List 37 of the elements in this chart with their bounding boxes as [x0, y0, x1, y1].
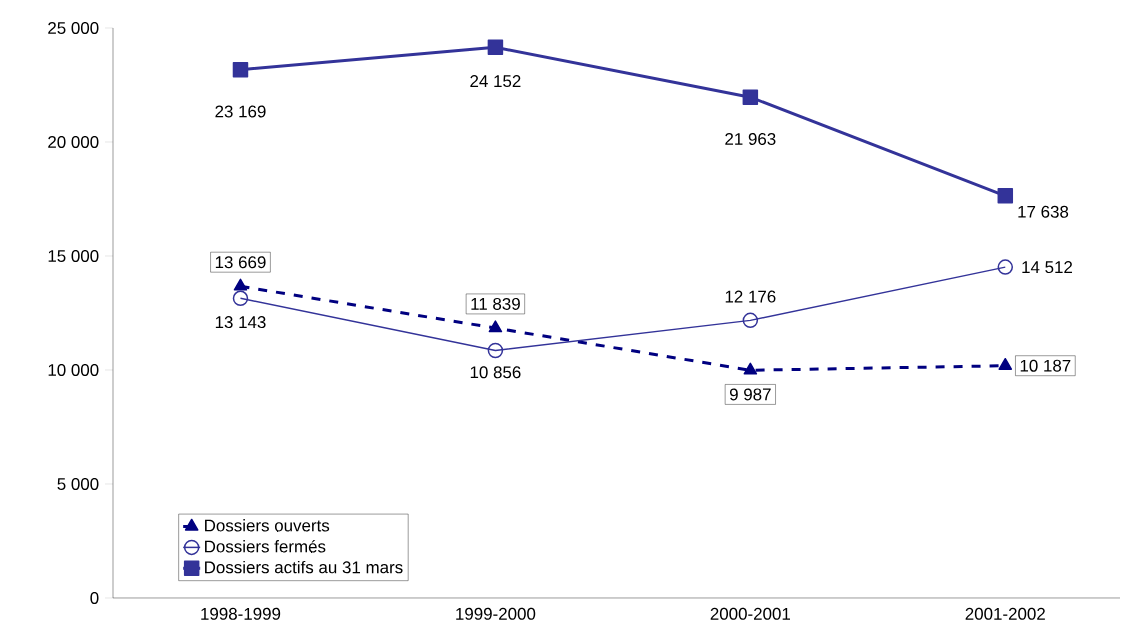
- y-tick-label: 15 000: [48, 249, 99, 262]
- legend-label: Dossiers ouverts: [205, 519, 330, 532]
- data-label: 17 638: [1018, 205, 1069, 218]
- data-label: 23 169: [215, 105, 266, 118]
- data-label: 24 152: [470, 75, 521, 88]
- x-tick-label: 1999-2000: [456, 607, 536, 620]
- point: [742, 312, 759, 329]
- point: [233, 278, 248, 291]
- data-label: 14 512: [1022, 261, 1073, 274]
- data-label: 9 987: [729, 388, 771, 401]
- legend-label: Dossiers actifs au 31 mars: [205, 560, 403, 574]
- data-label: 13 669: [215, 256, 266, 269]
- point: [232, 61, 249, 78]
- point: [743, 362, 758, 375]
- point: [487, 342, 504, 359]
- point: [997, 188, 1014, 204]
- y-tick-label: 10 000: [48, 363, 99, 376]
- y-tick-label: 25 000: [48, 21, 99, 34]
- point: [232, 290, 249, 307]
- point: [487, 39, 504, 56]
- y-tick-label: 20 000: [48, 135, 99, 148]
- y-tick-label: 5 000: [57, 477, 99, 490]
- point: [742, 89, 759, 105]
- data-label: 13 143: [215, 316, 266, 329]
- data-label: 21 963: [725, 132, 776, 145]
- x-tick-label: 2000-2001: [710, 607, 790, 620]
- point: [488, 320, 503, 333]
- x-tick-label: 2001-2002: [965, 607, 1045, 620]
- data-label: 11 839: [471, 297, 520, 310]
- data-label: 12 176: [725, 290, 776, 303]
- legend-label: Dossiers fermés: [205, 539, 326, 553]
- x-tick-label: 1998-1999: [201, 607, 281, 620]
- point: [997, 259, 1014, 275]
- y-tick-label: 0: [90, 591, 99, 604]
- data-label: 10 856: [470, 366, 521, 379]
- data-label: 10 187: [1020, 359, 1071, 372]
- point: [998, 357, 1013, 370]
